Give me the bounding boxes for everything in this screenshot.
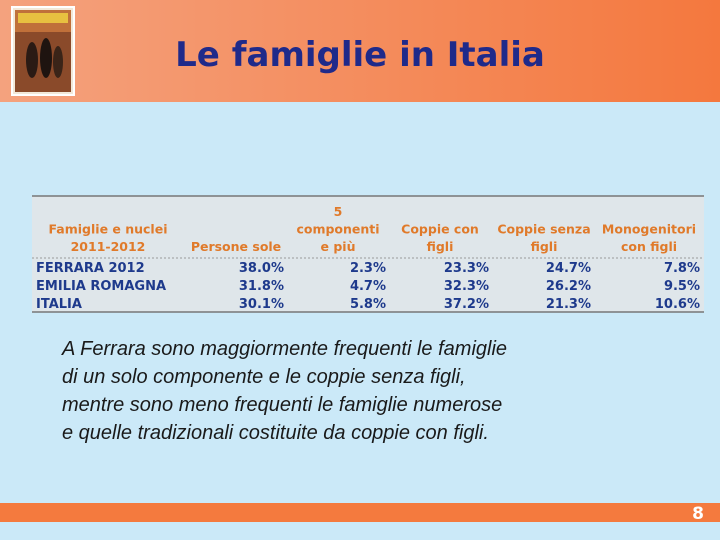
header-cell: Famiglie e nuclei bbox=[49, 222, 168, 237]
table-cell: 2.3% bbox=[350, 261, 386, 276]
body-line: mentre sono meno frequenti le famiglie n… bbox=[62, 394, 502, 416]
table-cell: 21.3% bbox=[546, 297, 591, 312]
row-label: FERRARA 2012 bbox=[36, 261, 145, 276]
title: Le famiglie in Italia bbox=[175, 35, 545, 75]
table: Famiglie e nuclei 2011-2012 Persone sole 5 c… bbox=[32, 195, 704, 313]
table-cell: 26.2% bbox=[546, 279, 591, 294]
header-cell: figli bbox=[427, 239, 454, 254]
header-cell: Coppie senza bbox=[497, 222, 590, 237]
page-number: 8 bbox=[692, 504, 704, 524]
header-cell: Monogenitori bbox=[602, 222, 696, 237]
header-cell: Coppie con bbox=[401, 222, 479, 237]
table-cell: 31.8% bbox=[239, 279, 284, 294]
table-cell: 4.7% bbox=[350, 279, 386, 294]
header-cell: 5 bbox=[334, 204, 343, 219]
body-text: A Ferrara sono maggiormente frequenti le… bbox=[61, 338, 507, 444]
header-cell: componenti bbox=[296, 222, 379, 237]
header-band bbox=[0, 0, 720, 102]
table-cell: 30.1% bbox=[239, 297, 284, 312]
header-cell: Persone sole bbox=[191, 239, 281, 254]
table-cell: 10.6% bbox=[655, 297, 700, 312]
table-cell: 24.7% bbox=[546, 261, 591, 276]
header-cell: 2011-2012 bbox=[71, 239, 146, 254]
table-cell: 5.8% bbox=[350, 297, 386, 312]
header-cell: con figli bbox=[621, 239, 677, 254]
body-line: A Ferrara sono maggiormente frequenti le… bbox=[61, 338, 507, 360]
table-cell: 32.3% bbox=[444, 279, 489, 294]
table-cell: 23.3% bbox=[444, 261, 489, 276]
table-cell: 38.0% bbox=[239, 261, 284, 276]
table-cell: 7.8% bbox=[664, 261, 700, 276]
header-cell: figli bbox=[531, 239, 558, 254]
table-cell: 37.2% bbox=[444, 297, 489, 312]
row-label: ITALIA bbox=[36, 297, 82, 312]
body-line: e quelle tradizionali costituite da copp… bbox=[62, 422, 489, 444]
body-line: di un solo componente e le coppie senza … bbox=[62, 366, 466, 388]
table-cell: 9.5% bbox=[664, 279, 700, 294]
row-label: EMILIA ROMAGNA bbox=[36, 279, 166, 294]
header-cell: e più bbox=[321, 239, 356, 254]
photo bbox=[11, 6, 75, 96]
footer-band bbox=[0, 503, 720, 522]
